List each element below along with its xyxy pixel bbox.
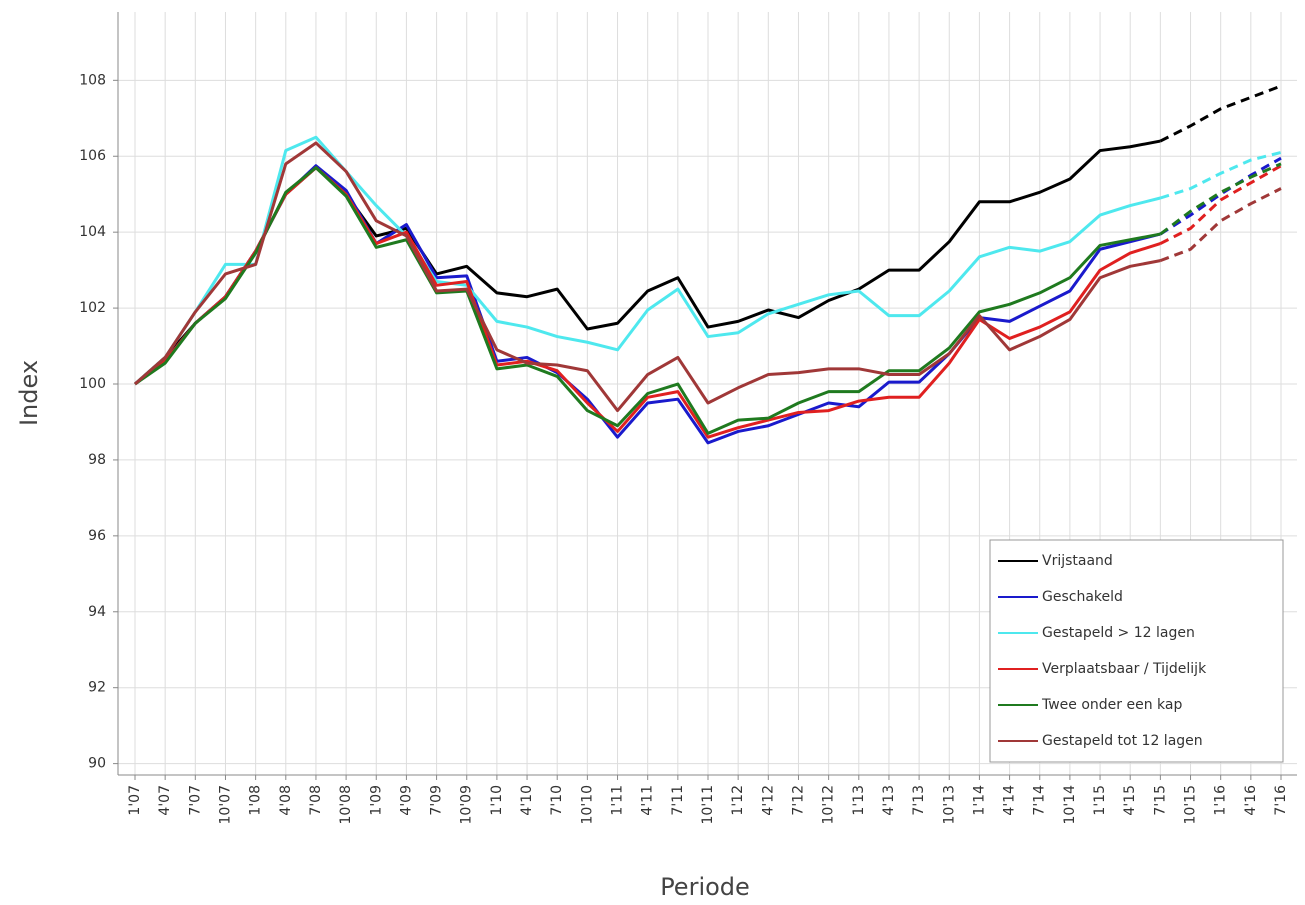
x-tick-label: 7'08 [308, 785, 324, 816]
x-tick-label: 4'10 [519, 785, 535, 816]
x-tick-label: 10'12 [821, 785, 837, 824]
legend-label: Gestapeld > 12 lagen [1042, 625, 1195, 641]
x-tick-label: 7'12 [790, 785, 806, 816]
x-tick-label: 1'14 [971, 785, 987, 816]
series-line-projection [1159, 187, 1282, 263]
x-tick-label: 10'14 [1062, 785, 1078, 825]
legend-label: Verplaatsbaar / Tijdelijk [1042, 661, 1207, 677]
series-line-projection [1159, 150, 1282, 200]
x-tick-label: 4'13 [881, 785, 897, 816]
x-tick-label: 4'07 [157, 785, 173, 816]
x-tick-label: 1'12 [730, 785, 746, 816]
x-tick-label: 4'12 [760, 785, 776, 816]
x-tick-label: 4'16 [1243, 785, 1259, 816]
y-axis-title: Index [15, 360, 43, 426]
x-tick-label: 7'09 [429, 785, 445, 816]
series-line [134, 135, 1161, 386]
legend-label: Vrijstaand [1042, 553, 1113, 569]
x-tick-label: 10'07 [217, 785, 233, 824]
x-tick-label: 4'11 [640, 785, 656, 816]
y-tick-label: 90 [88, 756, 106, 772]
legend-box [989, 539, 1284, 763]
x-tick-label: 7'07 [187, 785, 203, 816]
x-tick-label: 7'16 [1273, 785, 1289, 816]
y-tick-label: 108 [79, 72, 106, 88]
y-tick-label: 96 [88, 528, 106, 544]
x-tick-label: 10'13 [941, 785, 957, 824]
y-tick-label: 92 [88, 680, 106, 696]
x-tick-label: 1'09 [368, 785, 384, 816]
x-tick-label: 1'11 [610, 785, 626, 816]
y-tick-label: 102 [79, 300, 106, 316]
x-tick-label: 10'10 [579, 785, 595, 824]
x-axis-title: Periode [660, 873, 750, 901]
y-tick-label: 100 [79, 376, 106, 392]
x-tick-label: 4'08 [278, 785, 294, 816]
x-tick-label: 1'07 [127, 785, 143, 816]
legend-label: Twee onder een kap [1041, 697, 1182, 713]
x-tick-label: 10'09 [459, 785, 475, 824]
x-tick-label: 7'13 [911, 785, 927, 816]
series-line-projection [1159, 84, 1282, 143]
x-tick-label: 4'09 [398, 785, 414, 816]
x-tick-label: 7'14 [1032, 785, 1048, 816]
x-tick-label: 1'13 [851, 785, 867, 816]
legend-label: Gestapeld tot 12 lagen [1042, 733, 1203, 749]
x-tick-label: 7'10 [549, 785, 565, 816]
x-tick-label: 1'08 [248, 785, 264, 816]
x-tick-label: 10'15 [1183, 785, 1199, 824]
series-line-projection [1159, 156, 1282, 236]
x-tick-label: 10'08 [338, 785, 354, 824]
legend-label: Geschakeld [1042, 589, 1123, 605]
x-tick-label: 7'11 [670, 785, 686, 816]
x-tick-label: 10'11 [700, 785, 716, 824]
x-tick-label: 4'15 [1122, 785, 1138, 816]
series-line [134, 166, 1161, 435]
x-tick-label: 1'16 [1213, 785, 1229, 816]
y-tick-label: 94 [88, 604, 106, 620]
series-line [134, 141, 1161, 413]
y-tick-label: 106 [79, 148, 106, 164]
y-tick-label: 98 [88, 452, 106, 468]
x-tick-label: 1'10 [489, 785, 505, 816]
series-line-projection [1159, 164, 1282, 245]
x-tick-label: 4'14 [1002, 785, 1018, 816]
x-tick-label: 7'15 [1152, 785, 1168, 816]
y-tick-label: 104 [79, 224, 106, 240]
x-tick-label: 1'15 [1092, 785, 1108, 816]
